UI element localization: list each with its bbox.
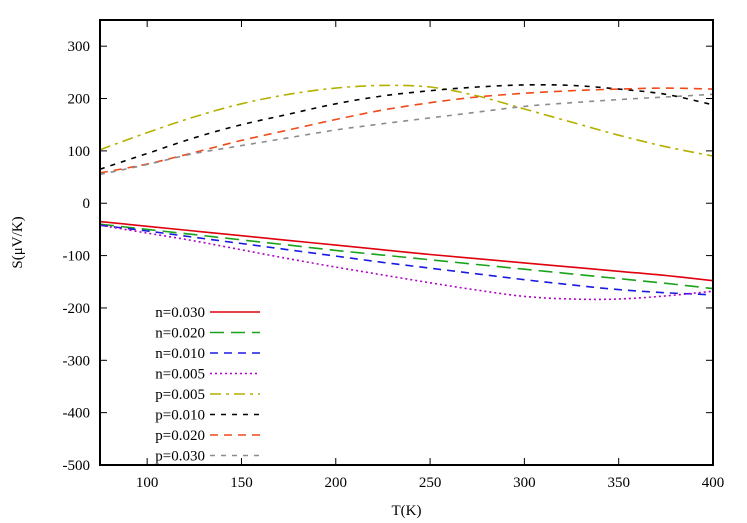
series-line-3 xyxy=(99,224,714,301)
y-tick-label: -500 xyxy=(63,458,91,474)
series-line-1 xyxy=(99,223,714,290)
y-tick-label: -200 xyxy=(63,301,91,317)
series-line-2 xyxy=(99,224,714,296)
plot-frame xyxy=(99,19,714,466)
x-tick-label: 150 xyxy=(230,475,253,491)
legend-label: p=0.005 xyxy=(155,387,205,403)
y-tick-label: -300 xyxy=(63,353,91,369)
y-tick-label: -100 xyxy=(63,249,91,265)
x-tick-label: 250 xyxy=(419,475,442,491)
legend-label: p=0.030 xyxy=(155,449,205,465)
plot-lines xyxy=(99,83,714,301)
legend-label: n=0.010 xyxy=(155,346,205,362)
y-tick-label: 300 xyxy=(68,39,91,55)
series-line-7 xyxy=(99,93,714,176)
y-tick-label: -400 xyxy=(63,406,91,422)
legend-label: n=0.005 xyxy=(155,367,205,383)
y-axis: -500 -400 -300 -200 -100 0 100 200 300 xyxy=(63,39,713,474)
x-axis-label: T(K) xyxy=(392,503,422,519)
legend: n=0.030 n=0.020 n=0.010 n=0.005 p=0.005 p=0.0… xyxy=(155,305,260,465)
x-axis: 100 150 200 250 300 350 400 xyxy=(136,20,724,491)
y-tick-label: 100 xyxy=(68,144,91,160)
series-line-0 xyxy=(99,220,714,282)
legend-label: n=0.030 xyxy=(155,305,205,321)
y-tick-label: 200 xyxy=(68,92,91,108)
x-tick-label: 100 xyxy=(136,475,159,491)
legend-label: p=0.010 xyxy=(155,408,205,424)
series-line-5 xyxy=(99,83,714,170)
x-tick-label: 400 xyxy=(702,475,725,491)
y-axis-label: S(μV/K) xyxy=(10,216,26,268)
x-tick-label: 350 xyxy=(607,475,630,491)
legend-label: p=0.020 xyxy=(155,428,205,444)
legend-label: n=0.020 xyxy=(155,326,205,342)
series-line-6 xyxy=(99,87,714,174)
y-tick-label: 0 xyxy=(83,196,91,212)
series-line-4 xyxy=(99,84,714,157)
x-tick-label: 200 xyxy=(325,475,348,491)
x-tick-label: 300 xyxy=(513,475,536,491)
